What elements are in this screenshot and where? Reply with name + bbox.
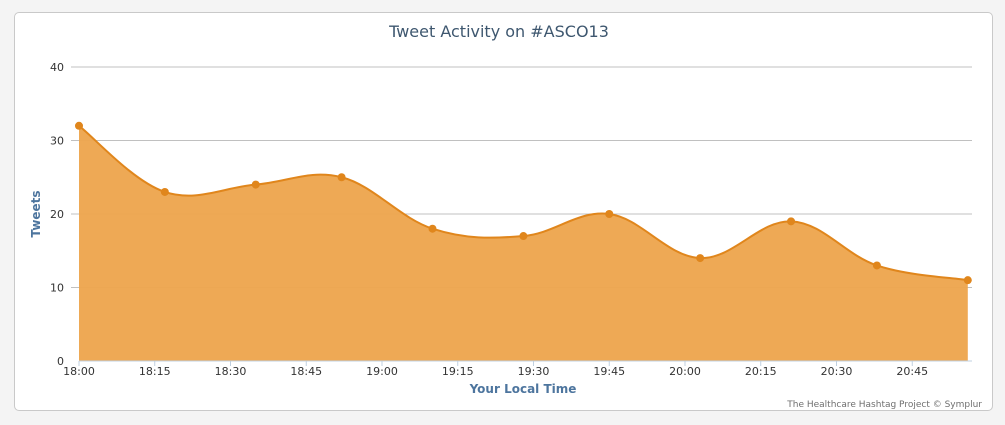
x-tick-label: 20:15 [745, 365, 777, 378]
y-tick-label: 30 [50, 135, 64, 148]
x-tick-label: 20:45 [896, 365, 928, 378]
data-point[interactable] [605, 210, 614, 218]
data-point[interactable] [872, 261, 881, 270]
x-tick-label: 18:30 [215, 365, 247, 378]
credits-text[interactable]: The Healthcare Hashtag Project © Symplur [786, 400, 982, 410]
y-axis-title: Tweets [29, 190, 43, 237]
x-tick-label: 18:45 [290, 365, 322, 378]
data-point[interactable] [160, 187, 169, 196]
x-axis-title: Your Local Time [469, 382, 577, 396]
data-point[interactable] [963, 276, 972, 285]
data-point[interactable] [251, 180, 260, 189]
data-markers[interactable] [75, 121, 972, 285]
y-tick-label: 0 [57, 355, 64, 368]
area-series [78, 125, 968, 361]
x-tick-label: 20:00 [669, 365, 701, 378]
data-point[interactable] [696, 254, 705, 263]
data-point[interactable] [787, 217, 796, 226]
y-tick-label: 20 [50, 208, 64, 221]
x-tick-label: 18:15 [139, 365, 171, 378]
x-tick-label: 19:15 [442, 365, 474, 378]
y-tick-label: 40 [50, 61, 64, 74]
data-point[interactable] [519, 232, 528, 241]
area-fill [79, 125, 968, 361]
x-tick-label: 19:30 [518, 365, 550, 378]
data-point[interactable] [75, 121, 83, 130]
x-tick-label: 19:00 [366, 365, 398, 378]
chart-title: Tweet Activity on #ASCO13 [388, 22, 609, 41]
x-tick-label: 18:00 [63, 365, 95, 378]
x-tick-label: 20:30 [821, 365, 853, 378]
x-tick-label: 19:45 [593, 365, 625, 378]
data-point[interactable] [337, 173, 346, 182]
axes: 0 10 20 30 40 18:00 18:15 18:30 18:45 19:00 19:15 1… [50, 61, 972, 378]
y-tick-label: 10 [50, 282, 64, 295]
data-point[interactable] [428, 224, 437, 233]
